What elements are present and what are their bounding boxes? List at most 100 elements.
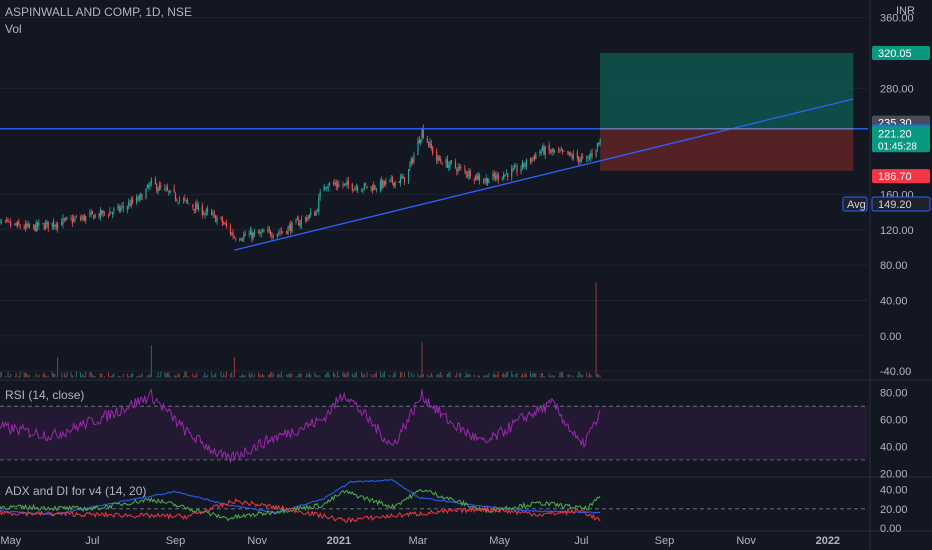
volume-bar [23, 372, 25, 378]
ascending-trendline [234, 98, 854, 251]
candle-body [310, 212, 312, 216]
candle-body [299, 223, 301, 226]
volume-bar [71, 375, 73, 378]
volume-bar [83, 376, 85, 378]
volume-bar [441, 375, 443, 378]
volume-bar [244, 374, 246, 378]
candle-body [504, 174, 506, 177]
volume-bar [379, 371, 381, 378]
candle-body [268, 228, 270, 231]
volume-bar [122, 373, 124, 378]
candle-body [383, 181, 386, 185]
volume-bar [316, 376, 318, 378]
adx-title[interactable]: ADX and DI for v4 (14, 20) [5, 484, 147, 498]
volume-bar [576, 375, 578, 378]
volume-bar [62, 376, 64, 378]
volume-bar [563, 376, 565, 378]
candle-body [220, 217, 222, 218]
volume-bar [454, 375, 456, 378]
volume-bar [319, 376, 321, 378]
candle-body [370, 186, 372, 188]
candle-body [85, 215, 87, 221]
volume-bar [314, 372, 316, 378]
volume-bar [488, 373, 490, 378]
volume-bar [468, 373, 470, 378]
volume-bar [141, 373, 143, 378]
volume-bar [137, 376, 139, 378]
volume-bar [430, 372, 432, 378]
candle-body [71, 218, 73, 223]
volume-bar [370, 374, 372, 378]
candle-body [486, 178, 489, 184]
candle-body [157, 189, 159, 192]
price-tick-label: -40.00 [880, 366, 911, 378]
rsi-title[interactable]: RSI (14, close) [5, 388, 85, 402]
candle-body [411, 159, 414, 163]
volume-bar [263, 374, 265, 378]
currency-label[interactable]: INR [896, 5, 915, 17]
candle-body [55, 224, 57, 228]
candle-body [450, 160, 453, 163]
candle-body [495, 175, 497, 179]
candle-body [19, 225, 21, 228]
volume-bar [10, 373, 12, 378]
volume-bar [596, 373, 598, 378]
position-zones[interactable] [600, 52, 854, 171]
volume-bar [535, 373, 537, 378]
volume-bar [353, 375, 355, 378]
volume-bar [183, 376, 185, 378]
candle-body [328, 182, 331, 186]
volume-bar [327, 371, 329, 378]
volume-bar [458, 373, 460, 378]
volume-bar [251, 372, 253, 378]
candle-body [63, 218, 65, 220]
volume-bar [85, 371, 87, 378]
volume-bar [158, 376, 160, 378]
candle-body [540, 150, 542, 154]
candle-body [563, 151, 565, 152]
volume-bar [35, 373, 37, 378]
candle-body [482, 181, 485, 183]
volume-bar [177, 372, 179, 378]
symbol-title[interactable]: ASPINWALL AND COMP, 1D, NSE [5, 5, 192, 19]
volume-bar [164, 372, 166, 378]
candle-body [62, 218, 64, 225]
price-tick-label: 280.00 [880, 83, 914, 95]
candle-body [473, 179, 475, 180]
volume-bar [89, 372, 91, 378]
candle-body [362, 188, 364, 190]
volume-bar [571, 375, 573, 378]
candle-body [10, 222, 12, 226]
volume-bar [212, 375, 214, 378]
volume-bar [495, 374, 497, 378]
candle-body [363, 183, 365, 189]
candle-body [413, 154, 415, 163]
volume-label[interactable]: Vol [5, 22, 22, 36]
candle-body [422, 128, 424, 138]
volume-bar [562, 372, 564, 378]
candle-body [361, 189, 363, 192]
candle-body [571, 155, 573, 158]
candle-body [149, 183, 151, 188]
candle-body [224, 222, 226, 224]
volume-bar [524, 372, 526, 378]
volume-bar [329, 375, 331, 378]
volume-bar [239, 375, 241, 378]
volume-bar [260, 375, 262, 378]
volume-bar [426, 374, 428, 378]
candle-body [324, 187, 327, 189]
time-tick-label: Jul [85, 535, 99, 547]
volume-bar [428, 376, 430, 378]
volume-bar [33, 376, 35, 378]
candle-body [158, 185, 161, 191]
candle-body [454, 161, 457, 168]
volume-bar [207, 374, 209, 378]
candle-body [130, 199, 132, 206]
candle-body [308, 214, 311, 219]
candle-body [280, 231, 282, 233]
candle-body [203, 213, 205, 215]
volume-bar [374, 373, 376, 378]
drawings[interactable] [0, 98, 868, 251]
